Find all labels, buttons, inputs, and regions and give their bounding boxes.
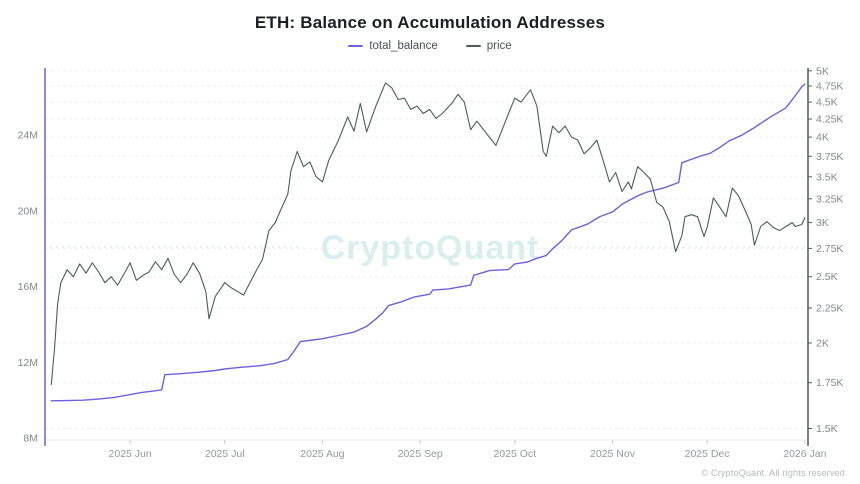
right-axis-tick-label: 4.5K — [816, 97, 838, 109]
right-axis-tick-label: 4K — [816, 132, 829, 144]
x-axis-tick-label: 2025 Aug — [300, 448, 345, 460]
right-axis-tick-label: 4.75K — [816, 81, 843, 93]
right-axis: 5K 4.75K 4.5K 4.25K 4K 3.75K 3.5K 3.25K 3K 2.75K 2… — [807, 65, 843, 446]
left-axis-tick-label: 12M — [18, 357, 38, 369]
svg-text:CryptoQuant: CryptoQuant — [321, 229, 540, 267]
right-axis-tick-label: 2.5K — [816, 271, 838, 283]
legend-label-price: price — [486, 40, 512, 52]
left-axis: 8M 12M 16M 20M 24M — [18, 68, 46, 446]
legend-item-price[interactable]: price — [465, 40, 512, 52]
legend-label-total-balance: total_balance — [369, 40, 438, 52]
right-axis-tick-label: 3.5K — [816, 171, 838, 183]
right-axis-tick-label: 2.75K — [816, 243, 843, 255]
legend-swatch-price — [465, 45, 481, 47]
x-axis-tick-label: 2025 Oct — [493, 448, 536, 460]
x-axis-tick-label: 2025 Nov — [590, 448, 636, 460]
series-total_balance-line — [50, 83, 806, 402]
grid-lines — [45, 70, 808, 441]
right-axis-tick-label: 2.25K — [816, 303, 843, 315]
x-axis: 2025 Jun 2025 Jul 2025 Aug 2025 Sep 2025 Oct… — [109, 440, 827, 460]
left-axis-tick-label: 16M — [18, 281, 38, 293]
right-axis-tick-label: 1.5K — [816, 423, 838, 435]
cryptoquant-watermark: CryptoQuant — [50, 229, 806, 267]
right-axis-tick-label: 4.25K — [816, 114, 843, 126]
x-axis-tick-label: 2025 Dec — [685, 448, 730, 460]
x-axis-tick-label: 2025 Jul — [205, 448, 245, 460]
legend-item-total-balance[interactable]: total_balance — [348, 40, 438, 52]
x-axis-tick-label: 2025 Sep — [398, 448, 443, 460]
right-axis-tick-label: 3.75K — [816, 151, 843, 163]
right-axis-tick-label: 2K — [816, 338, 829, 350]
legend: total_balance price — [0, 40, 860, 52]
left-axis-tick-label: 24M — [18, 130, 38, 142]
x-axis-tick-label: 2025 Jun — [109, 448, 152, 460]
left-axis-tick-label: 8M — [23, 433, 38, 445]
right-axis-tick-label: 5K — [816, 65, 829, 77]
page-title: ETH: Balance on Accumulation Addresses — [254, 13, 606, 32]
right-axis-tick-label: 3K — [816, 217, 829, 229]
left-axis-tick-label: 20M — [18, 205, 38, 217]
right-axis-tick-label: 3.25K — [816, 193, 843, 205]
copyright-notice: © CryptoQuant. All rights reserved — [701, 468, 845, 478]
series-price-line — [50, 82, 806, 385]
legend-swatch-total-balance — [348, 45, 364, 47]
x-axis-tick-label: 2026 Jan — [783, 448, 826, 460]
right-axis-tick-label: 1.75K — [816, 377, 843, 389]
